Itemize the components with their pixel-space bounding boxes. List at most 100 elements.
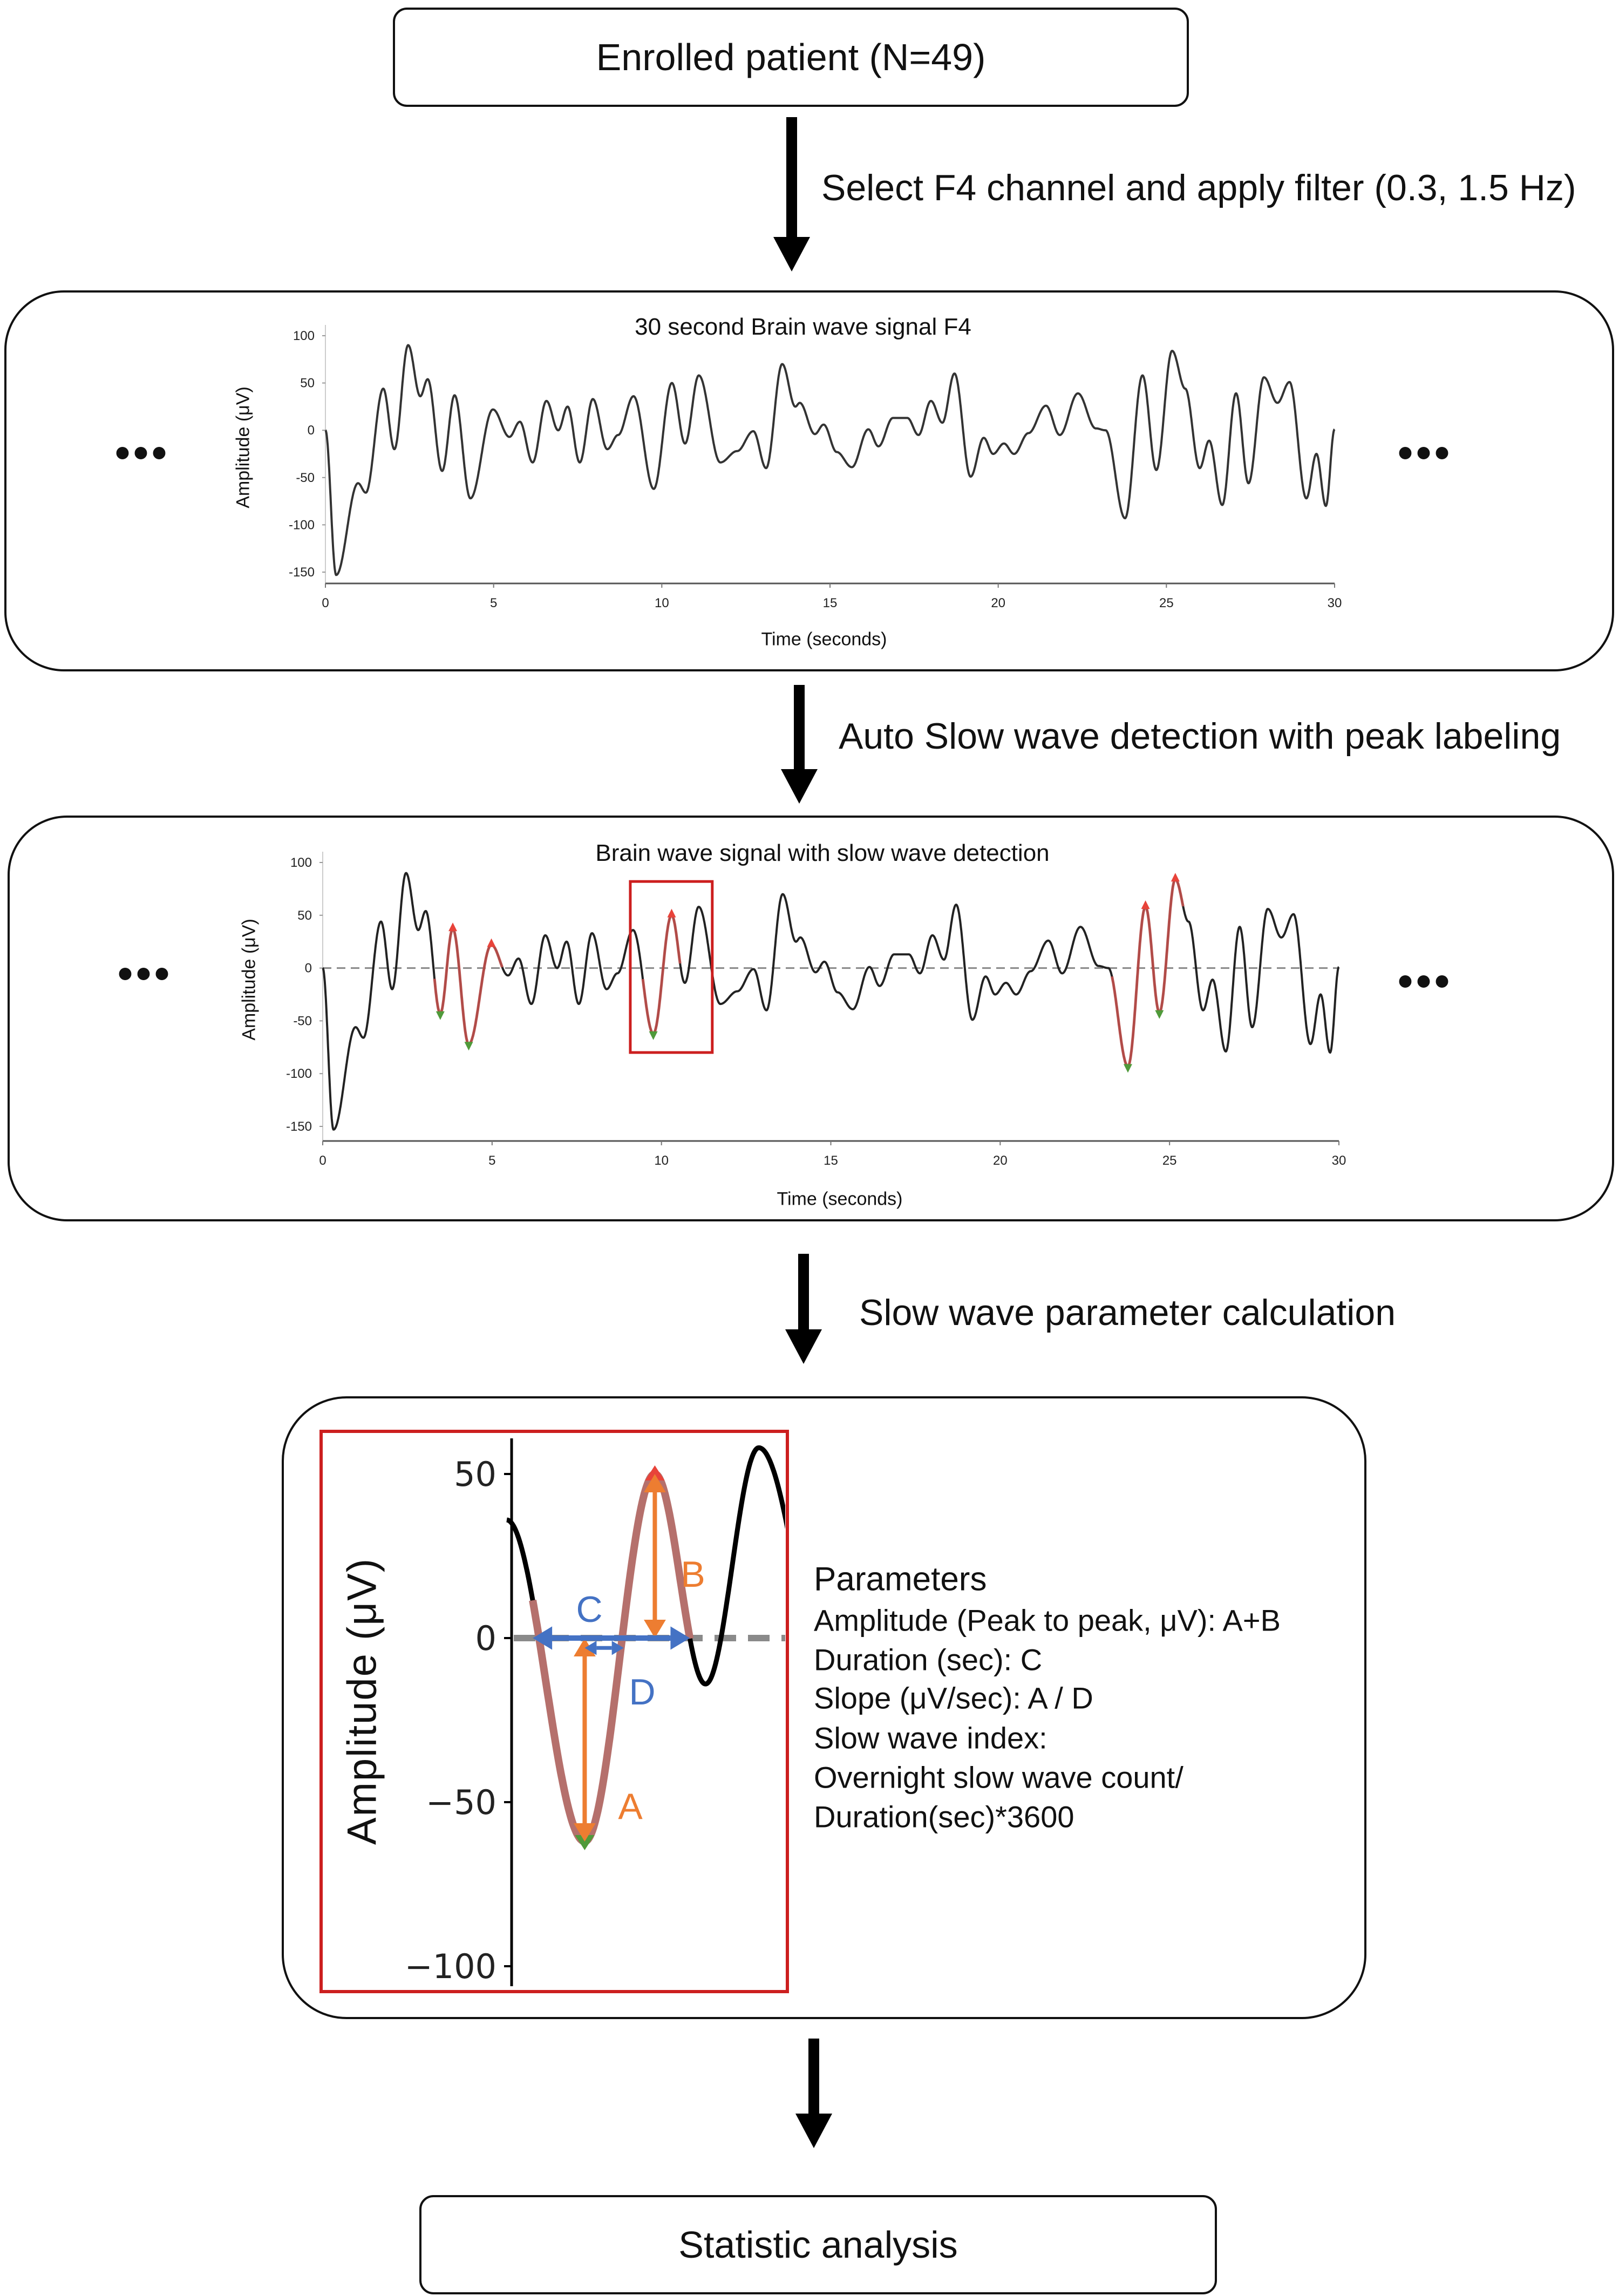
x-tick-label: 0: [322, 596, 329, 610]
chart1-xlabel: Time (seconds): [761, 629, 887, 650]
step-label-filter: Select F4 channel and apply filter (0.3,…: [821, 167, 1576, 208]
arrow-d-head-start: [584, 1641, 597, 1655]
y-tick-label: 100: [293, 329, 315, 343]
signal-line: [324, 344, 1336, 576]
y-tick-label: −50: [426, 1783, 496, 1822]
trough-marker: [1155, 1010, 1164, 1019]
signal-line: [322, 872, 1340, 1131]
zoom-plot-area: [506, 1445, 785, 1850]
trough-marker: [649, 1031, 658, 1040]
statistic-analysis-box: Statistic analysis: [419, 2195, 1217, 2294]
parameters-panel: [282, 1396, 1366, 2019]
x-tick-label: 0: [319, 1153, 326, 1168]
trough-marker: [575, 1835, 595, 1850]
parameter-slope: Slope (μV/sec): A / D: [814, 1681, 1093, 1715]
enrolled-patient-box: Enrolled patient (N=49): [393, 8, 1189, 107]
parameter-index-formula-1: Overnight slow wave count/: [814, 1760, 1183, 1795]
y-tick-label: −100: [405, 1947, 496, 1986]
y-tick-label: 0: [475, 1619, 496, 1658]
flow-arrow-shaft-4: [808, 2039, 819, 2116]
enrolled-patient-text: Enrolled patient (N=49): [596, 36, 986, 78]
y-tick-label: 50: [300, 376, 315, 391]
parameter-index: Slow wave index:: [814, 1721, 1047, 1755]
x-tick-label: 15: [824, 1153, 838, 1168]
y-tick-label: -50: [296, 471, 315, 485]
parameter-index-formula-2: Duration(sec)*3600: [814, 1799, 1074, 1834]
slow-wave-segment: [1111, 878, 1185, 1068]
flow-arrows: [773, 117, 832, 2148]
arrow-b-head-end: [644, 1620, 666, 1638]
flow-arrow-head-4: [795, 2114, 832, 2148]
ellipsis-right-1: •••: [1397, 428, 1453, 477]
arrow-b-head-start: [644, 1474, 666, 1492]
x-tick-label: 5: [490, 596, 497, 610]
arrow-d-head-end: [611, 1641, 624, 1655]
chart2-title: Brain wave signal with slow wave detecti…: [595, 840, 1050, 866]
y-tick-label: -100: [289, 518, 315, 532]
label-b: B: [681, 1554, 705, 1595]
chart2-slow-wave-detection: 100 50 0 -50 -100 -150 0 5 10 15 20 25 30: [286, 852, 1346, 1168]
trough-marker: [1123, 1064, 1132, 1073]
peak-marker: [645, 1465, 665, 1480]
arrow-a-head-start: [574, 1638, 596, 1656]
trough-marker: [436, 1011, 445, 1020]
y-tick-label: 50: [297, 908, 312, 923]
x-tick-label: 20: [991, 596, 1005, 610]
y-tick-label: -100: [286, 1067, 312, 1081]
y-tick-label: -150: [289, 565, 315, 580]
flow-arrow-head-3: [785, 1329, 822, 1364]
arrow-c-head-end: [670, 1626, 690, 1650]
flow-arrow-shaft-1: [786, 117, 797, 239]
ellipsis-right-2: •••: [1397, 956, 1453, 1005]
parameters-heading: Parameters: [814, 1560, 987, 1598]
y-tick-label: 0: [308, 423, 315, 438]
step-label-detection: Auto Slow wave detection with peak label…: [839, 716, 1561, 757]
statistic-analysis-text: Statistic analysis: [678, 2224, 958, 2266]
x-tick-label: 20: [993, 1153, 1008, 1168]
detection-panel: [8, 816, 1614, 1221]
label-c: C: [576, 1589, 602, 1630]
zoom-frame: [319, 1430, 789, 1993]
ellipsis-left-2: •••: [117, 949, 173, 997]
chart3-ylabel: Amplitude (μV): [339, 1557, 385, 1845]
flow-arrow-head-2: [781, 769, 818, 804]
x-tick-label: 25: [1162, 1153, 1177, 1168]
chart3-slow-wave-parameters: 50 0 −50 −100 A B C D: [319, 1430, 789, 1993]
step-label-parameters: Slow wave parameter calculation: [859, 1292, 1396, 1333]
flow-arrow-head-1: [773, 237, 810, 271]
ellipsis-left-1: •••: [114, 428, 171, 477]
y-tick-label: -150: [286, 1119, 312, 1134]
trough-marker: [464, 1042, 473, 1051]
x-tick-label: 25: [1159, 596, 1174, 610]
y-tick-label: 50: [454, 1455, 496, 1494]
x-tick-label: 10: [654, 1153, 669, 1168]
peak-marker: [487, 938, 496, 947]
y-tick-label: 0: [305, 961, 312, 976]
flow-arrow-shaft-3: [798, 1254, 809, 1332]
label-a: A: [618, 1786, 643, 1827]
x-tick-label: 30: [1332, 1153, 1346, 1168]
peak-marker: [448, 922, 458, 932]
x-tick-label: 15: [823, 596, 838, 610]
arrow-c-head-start: [533, 1626, 553, 1650]
slow-wave-segment: [641, 914, 682, 1035]
chart1-title: 30 second Brain wave signal F4: [635, 314, 971, 340]
chart1-raw-signal: 100 50 0 -50 -100 -150 0 5 10 15 20 25 30: [289, 325, 1342, 610]
raw-signal-panel: [4, 290, 1614, 671]
arrow-a-head-end: [574, 1823, 596, 1842]
flow-arrow-shaft-2: [794, 685, 805, 771]
x-tick-label: 10: [655, 596, 669, 610]
y-tick-label: 100: [290, 855, 312, 870]
label-d: D: [629, 1672, 655, 1713]
x-tick-label: 30: [1328, 596, 1342, 610]
peak-marker: [1141, 900, 1150, 909]
slow-wave-segment: [529, 1470, 694, 1846]
peak-marker: [667, 908, 676, 918]
y-tick-label: -50: [293, 1014, 312, 1028]
peak-marker: [1171, 873, 1180, 882]
parameter-duration: Duration (sec): C: [814, 1642, 1043, 1677]
chart2-xlabel: Time (seconds): [777, 1188, 903, 1210]
parameter-amplitude: Amplitude (Peak to peak, μV): A+B: [814, 1603, 1281, 1638]
x-tick-label: 5: [488, 1153, 495, 1168]
